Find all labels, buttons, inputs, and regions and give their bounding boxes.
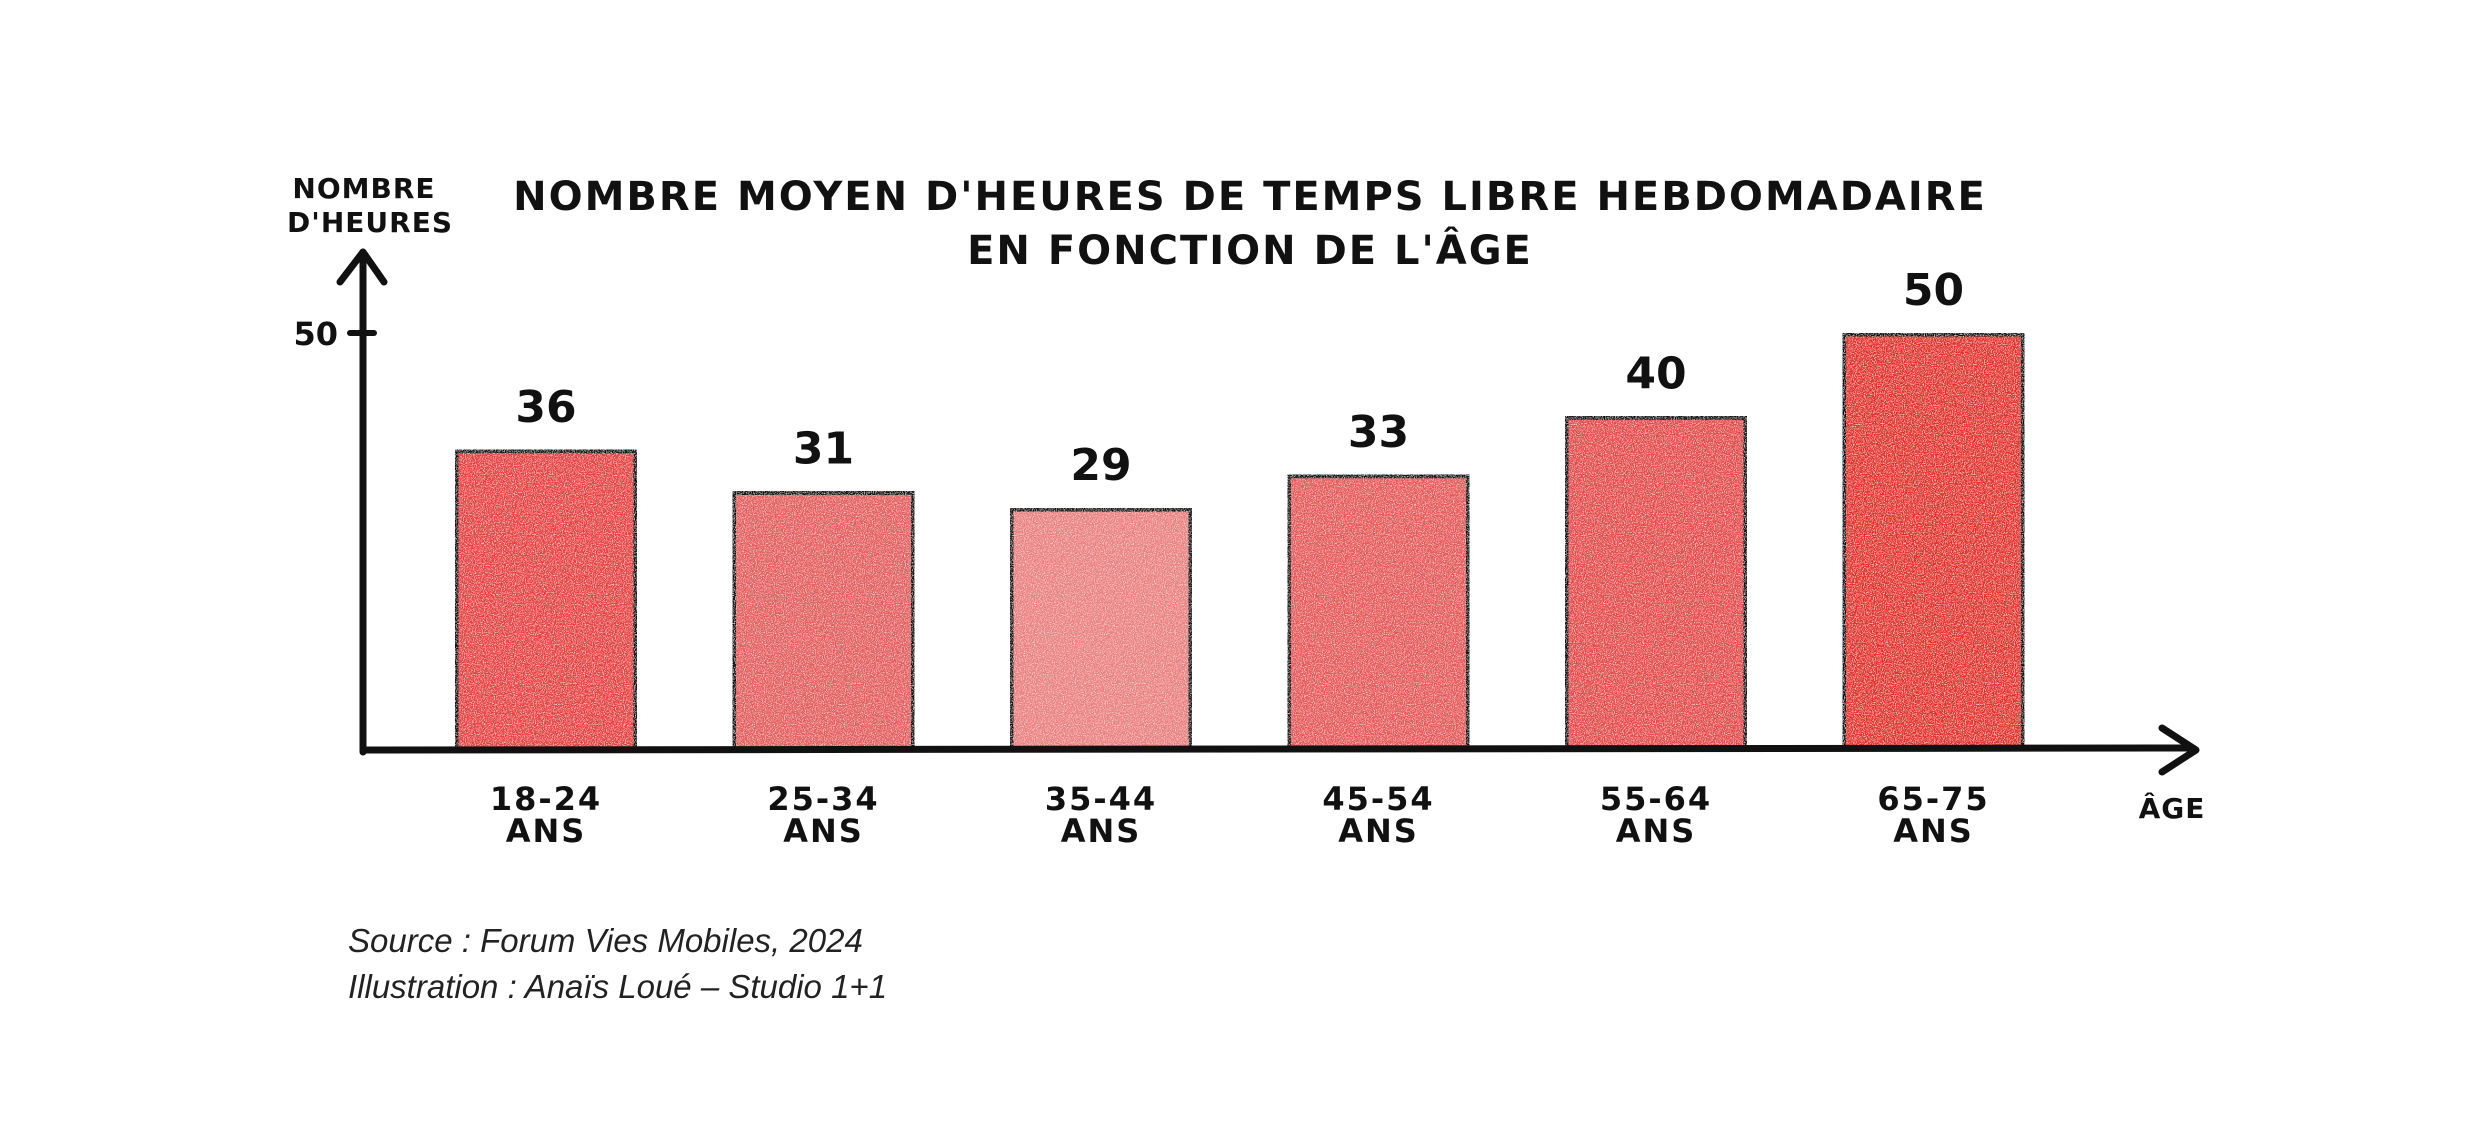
value-label-35-44: 29 xyxy=(1070,440,1131,491)
category-unit-45-54: ANS xyxy=(1338,812,1419,850)
chart-title-line-1: NOMBRE MOYEN D'HEURES DE TEMPS LIBRE HEB… xyxy=(513,174,1987,220)
y-axis-title-line-2: D'HEURES xyxy=(287,206,453,239)
chart-title-line-2: EN FONCTION DE L'ÂGE xyxy=(967,226,1533,274)
bar-65-75 xyxy=(1839,329,2028,754)
category-unit-25-34: ANS xyxy=(783,812,864,850)
category-label-65-75: 65-75 xyxy=(1877,780,1989,818)
value-label-18-24: 36 xyxy=(515,382,576,433)
bar-45-54 xyxy=(1284,471,1473,754)
y-axis-title: NOMBRE D'HEURES xyxy=(287,172,453,239)
x-axis-arrow-icon xyxy=(2158,724,2200,776)
category-label-18-24: 18-24 xyxy=(490,780,602,818)
illustration-credit: Illustration : Anaïs Loué – Studio 1+1 xyxy=(348,968,888,1005)
y-axis-arrow-icon xyxy=(336,248,388,286)
bar-55-64 xyxy=(1561,412,1751,754)
x-axis-line xyxy=(359,744,2196,754)
x-axis-title: ÂGE xyxy=(2139,791,2206,825)
bar-25-34 xyxy=(729,487,918,754)
value-label-65-75: 50 xyxy=(1903,265,1964,316)
bar-18-24 xyxy=(451,446,641,754)
category-label-35-44: 35-44 xyxy=(1045,780,1157,818)
y-tick-label-50: 50 xyxy=(293,315,338,353)
value-label-25-34: 31 xyxy=(793,423,854,474)
category-unit-35-44: ANS xyxy=(1061,812,1142,850)
value-label-55-64: 40 xyxy=(1625,348,1686,399)
category-labels: 18-24ANS25-34ANS35-44ANS45-54ANS55-64ANS… xyxy=(490,780,1989,850)
bar-35-44 xyxy=(1006,504,1196,754)
bars-group xyxy=(451,329,2028,754)
category-label-25-34: 25-34 xyxy=(767,780,879,818)
category-unit-18-24: ANS xyxy=(506,812,587,850)
chart-title: NOMBRE MOYEN D'HEURES DE TEMPS LIBRE HEB… xyxy=(513,174,1987,274)
category-label-45-54: 45-54 xyxy=(1322,780,1434,818)
category-label-55-64: 55-64 xyxy=(1600,780,1712,818)
credits: Source : Forum Vies Mobiles, 2024 Illust… xyxy=(348,918,887,1010)
y-axis-title-line-1: NOMBRE xyxy=(292,172,435,205)
category-unit-55-64: ANS xyxy=(1616,812,1697,850)
y-ticks: 50 xyxy=(293,315,377,353)
value-label-45-54: 33 xyxy=(1348,407,1409,458)
category-unit-65-75: ANS xyxy=(1893,812,1974,850)
value-labels: 36 31 29 33 40 50 xyxy=(515,265,1964,491)
axes xyxy=(336,248,2200,776)
source-credit: Source : Forum Vies Mobiles, 2024 xyxy=(348,922,863,959)
